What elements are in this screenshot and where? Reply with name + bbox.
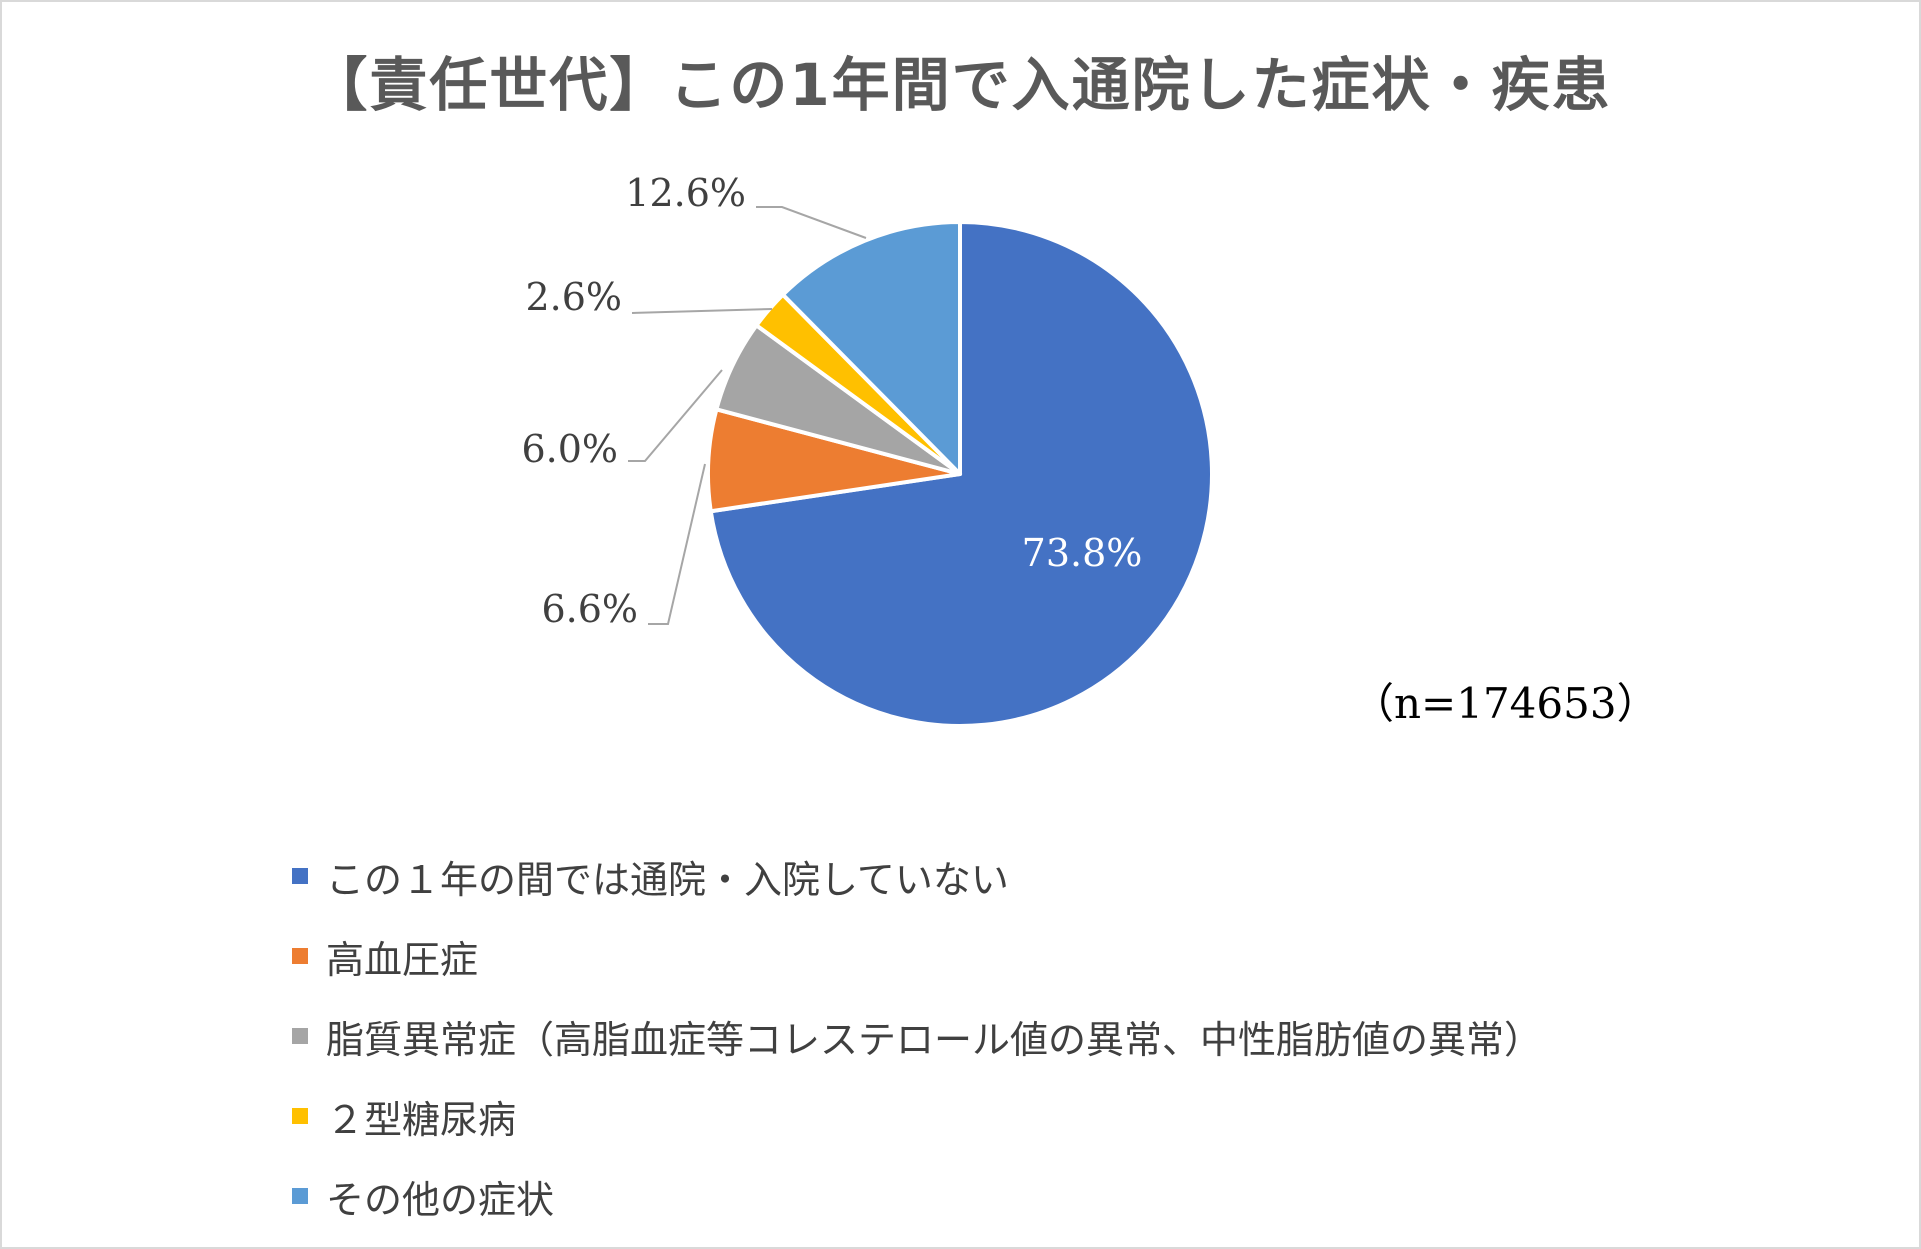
legend: この１年の間では通院・入院していない 高血圧症脂質異常症（高脂血症等コレステロール… xyxy=(292,836,1542,1236)
data-label: 6.6% xyxy=(541,587,638,631)
leader-line xyxy=(628,369,723,462)
leader-lines xyxy=(628,206,867,625)
legend-item: ２型糖尿病 xyxy=(292,1076,1542,1156)
legend-swatch xyxy=(292,1108,308,1124)
legend-label: ２型糖尿病 xyxy=(326,1097,517,1142)
legend-swatch xyxy=(292,948,308,964)
legend-swatch xyxy=(292,1028,308,1044)
data-label: 6.0% xyxy=(521,427,618,471)
legend-label: 高血圧症 xyxy=(326,937,479,982)
legend-item: 高血圧症 xyxy=(292,916,1542,996)
sample-size-annotation: （n=174653） xyxy=(1352,679,1659,728)
pie-slice xyxy=(780,220,962,476)
legend-item: その他の症状 xyxy=(292,1156,1542,1236)
legend-label: その他の症状 xyxy=(326,1177,555,1222)
legend-label: この１年の間では通院・入院していない xyxy=(326,857,1009,902)
chart-title: 【責任世代】この1年間で入通院した症状・疾患 xyxy=(309,51,1612,119)
leader-line xyxy=(631,308,773,314)
legend-label: 脂質異常症（高脂血症等コレステロール値の異常、中性脂肪値の異常） xyxy=(326,1017,1543,1062)
leader-line xyxy=(756,206,867,239)
leader-line xyxy=(648,463,706,625)
legend-swatch xyxy=(292,1188,308,1204)
legend-item: この１年の間では通院・入院していない xyxy=(292,836,1542,916)
data-label: 12.6% xyxy=(625,171,746,215)
legend-swatch xyxy=(292,868,308,884)
data-label: 2.6% xyxy=(525,275,622,319)
data-labels: 73.8% 6.6% 6.0% 2.6% 12.6% xyxy=(521,171,1142,631)
pie-slices xyxy=(706,220,1214,728)
data-label: 73.8% xyxy=(1022,531,1143,575)
legend-item: 脂質異常症（高脂血症等コレステロール値の異常、中性脂肪値の異常） xyxy=(292,996,1542,1076)
